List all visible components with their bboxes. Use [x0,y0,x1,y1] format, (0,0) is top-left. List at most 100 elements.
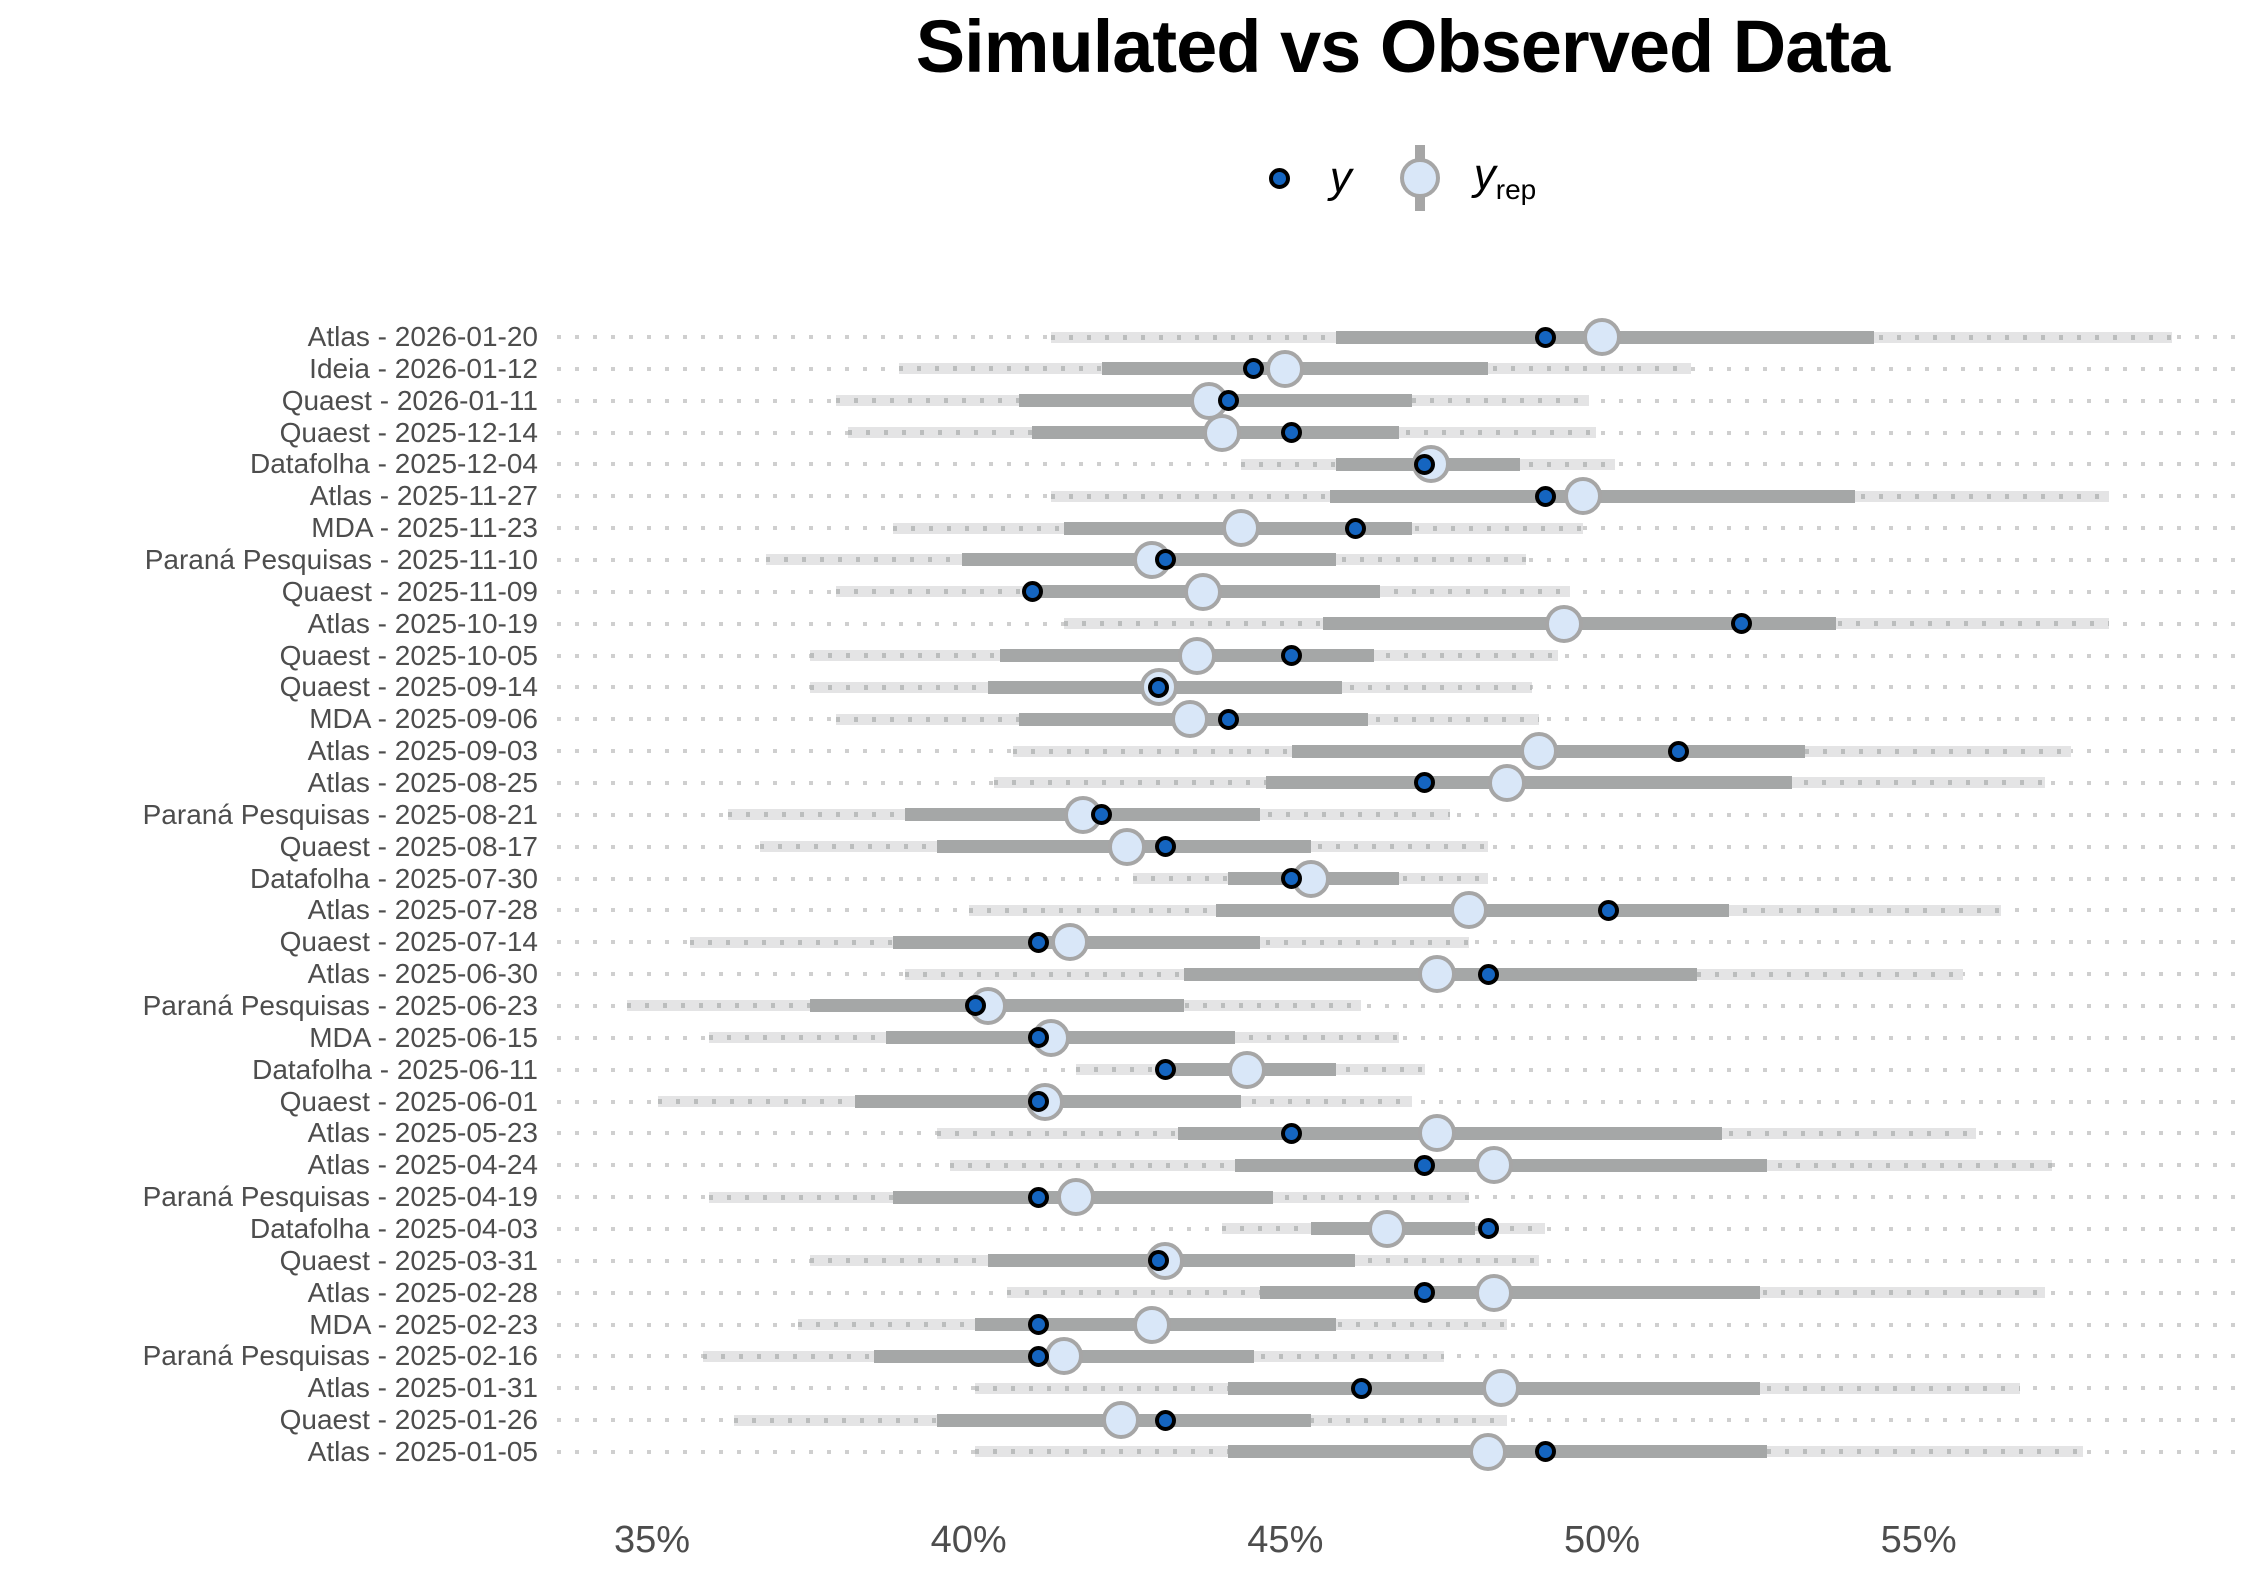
yrep-median-marker [1367,1209,1406,1248]
row-label: Atlas - 2025-02-28 [307,1276,538,1308]
observed-y-marker [1534,485,1556,507]
observed-y-marker [1243,358,1265,380]
row-label: Paraná Pesquisas - 2025-06-23 [142,989,538,1021]
yrep-median-marker [1222,509,1260,548]
observed-y-marker [1021,581,1043,603]
yrep-median-marker [1228,1050,1267,1089]
row-label: Quaest - 2025-10-05 [279,639,538,671]
observed-y-marker [1154,549,1176,571]
observed-y-marker [1148,676,1170,698]
observed-y-marker [1027,1345,1049,1367]
row-label: Datafolha - 2025-04-03 [250,1212,538,1244]
row-label: Atlas - 2025-08-25 [307,766,538,798]
row-label: Quaest - 2025-06-01 [279,1085,538,1117]
yrep-median-marker [1101,1401,1140,1440]
x-axis-tick-label: 50% [1563,1519,1641,1561]
row-gridline [557,1003,2248,1008]
yrep-median-marker [1108,827,1146,866]
row-label: Datafolha - 2025-12-04 [250,448,538,480]
row-label: MDA - 2025-11-23 [311,512,538,544]
row-label: Datafolha - 2025-07-30 [250,862,538,894]
row-label: Atlas - 2025-10-19 [307,607,538,639]
row-label: MDA - 2025-09-06 [309,703,538,735]
observed-y-marker [1217,708,1239,730]
yrep-median-marker [1418,955,1457,994]
observed-y-marker [1154,836,1176,858]
x-axis-tick-label: 40% [930,1519,1007,1561]
row-label: Paraná Pesquisas - 2025-02-16 [142,1340,538,1372]
observed-y-marker [1027,1027,1049,1049]
row-label: Ideia - 2026-01-12 [309,352,538,384]
x-axis-tick-label: 55% [1880,1519,1957,1561]
yrep-median-marker [1481,1369,1520,1408]
observed-y-marker [1281,1122,1303,1144]
observed-y-marker [1091,804,1113,826]
observed-y-marker [1027,1091,1049,1113]
row-label: Paraná Pesquisas - 2025-11-10 [144,543,538,575]
yrep-median-marker [1564,477,1602,516]
observed-y-marker [1148,1250,1170,1272]
row-label: Atlas - 2025-11-27 [309,480,538,512]
x-axis-tick-label: 45% [1247,1519,1324,1561]
row-label: Quaest - 2025-03-31 [279,1244,538,1276]
row-label: Paraná Pesquisas - 2025-04-19 [142,1181,538,1213]
observed-y-marker [1477,1218,1499,1240]
observed-y-marker [1027,1186,1049,1208]
observed-y-marker [1414,1154,1436,1176]
row-label: Quaest - 2025-01-26 [279,1404,538,1436]
row-label: Atlas - 2025-07-28 [307,894,538,926]
row-label: Quaest - 2025-11-09 [281,575,538,607]
yrep-median-marker [1519,732,1558,771]
yrep-median-marker [1266,349,1305,388]
yrep-median-marker [1475,1273,1514,1312]
row-label: Atlas - 2026-01-20 [307,321,538,352]
yrep-median-marker [1133,1305,1172,1344]
observed-y-marker [1154,1059,1176,1081]
row-label: Quaest - 2025-09-14 [279,671,538,703]
row-label: Atlas - 2025-05-23 [307,1117,538,1149]
legend-y-dot-icon [1268,167,1290,189]
yrep-median-marker [1171,700,1210,739]
observed-y-marker [1350,1377,1372,1399]
yrep-median-marker [1450,891,1488,930]
row-label: Atlas - 2025-04-24 [307,1149,538,1181]
observed-y-marker [1281,422,1303,444]
yrep-median-marker [1475,1146,1514,1185]
observed-y-marker [1534,1441,1556,1463]
legend-yrep-circle-icon [1399,158,1440,198]
row-label: Atlas - 2025-09-03 [307,735,538,767]
observed-y-marker [1534,326,1556,348]
yrep-median-marker [1177,636,1216,675]
observed-y-marker [964,995,986,1017]
row-label: Datafolha - 2025-06-11 [252,1053,538,1085]
legend-yrep-subscript: rep [1495,173,1537,205]
observed-y-marker [1217,390,1239,412]
yrep-median-marker [1469,1432,1507,1471]
row-label: MDA - 2025-02-23 [309,1308,538,1340]
yrep-median-marker [1545,604,1583,643]
observed-y-marker [1730,613,1752,635]
yrep-median-marker [1184,572,1222,611]
row-gridline [557,1035,2248,1040]
observed-y-marker [1154,1409,1176,1431]
row-label: Atlas - 2025-06-30 [307,958,538,990]
observed-y-marker [1667,740,1689,762]
chart-legend: y yrep [557,136,2248,220]
observed-y-marker [1477,963,1499,985]
row-label: Quaest - 2025-12-14 [279,416,538,448]
row-label: Quaest - 2025-07-14 [279,926,538,958]
yrep-median-marker [1583,318,1621,356]
yrep-median-marker [1051,923,1089,962]
observed-y-marker [1027,1314,1049,1336]
observed-y-marker [1027,931,1049,953]
observed-y-marker [1414,772,1436,794]
yrep-median-marker [1488,763,1526,802]
row-label: Atlas - 2025-01-31 [307,1372,538,1404]
observed-y-marker [1281,868,1303,890]
yrep-median-marker [1203,413,1241,452]
observed-y-marker [1344,517,1366,539]
yrep-median-marker [1044,1337,1083,1376]
observed-y-marker [1414,453,1436,475]
chart-title: Simulated vs Observed Data [915,5,1890,88]
